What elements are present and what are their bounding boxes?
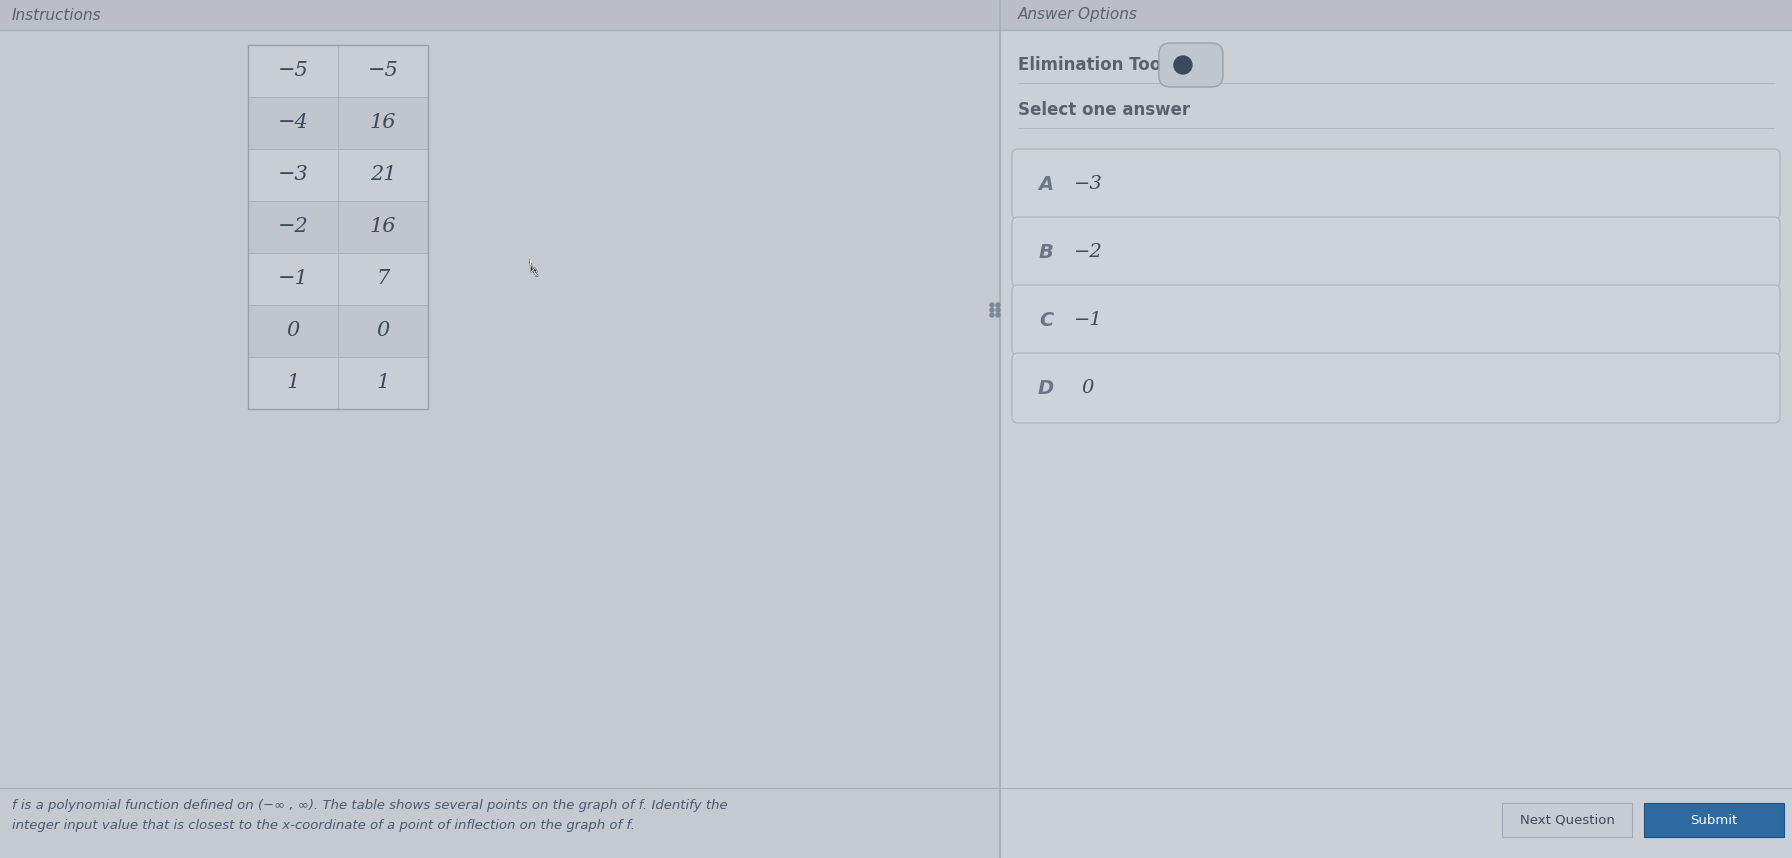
Text: −5: −5 <box>278 62 308 81</box>
Text: −5: −5 <box>367 62 398 81</box>
Bar <box>1000 0 1792 858</box>
Text: 16: 16 <box>369 113 396 132</box>
Text: Select one answer: Select one answer <box>1018 101 1190 119</box>
Text: 1: 1 <box>376 373 389 392</box>
Circle shape <box>996 313 1000 317</box>
Circle shape <box>989 303 995 307</box>
Text: integer input value that is closest to the x-coordinate of a point of inflection: integer input value that is closest to t… <box>13 819 634 832</box>
Text: −2: −2 <box>1073 243 1102 261</box>
Text: 7: 7 <box>376 269 389 288</box>
Bar <box>247 253 428 305</box>
Text: −1: −1 <box>278 269 308 288</box>
FancyBboxPatch shape <box>1012 217 1779 287</box>
Bar <box>247 357 428 409</box>
Bar <box>247 149 428 201</box>
Text: −1: −1 <box>1073 311 1102 329</box>
Text: 0: 0 <box>376 322 389 341</box>
FancyBboxPatch shape <box>1012 285 1779 355</box>
Circle shape <box>989 308 995 312</box>
Bar <box>1643 803 1785 837</box>
Bar <box>247 201 428 253</box>
Circle shape <box>989 313 995 317</box>
Text: −3: −3 <box>1073 175 1102 193</box>
Text: D: D <box>1038 378 1054 397</box>
Text: A: A <box>1038 174 1054 194</box>
Text: −3: −3 <box>278 166 308 184</box>
Bar <box>0 0 1000 858</box>
Bar <box>247 45 428 409</box>
FancyBboxPatch shape <box>1012 149 1779 219</box>
Text: 21: 21 <box>369 166 396 184</box>
Text: Submit: Submit <box>1690 813 1738 826</box>
Bar <box>247 97 428 149</box>
Text: f is a polynomial function defined on (−∞ , ∞). The table shows several points o: f is a polynomial function defined on (−… <box>13 800 728 813</box>
Bar <box>247 45 428 97</box>
Text: 0: 0 <box>1082 379 1095 397</box>
Text: C: C <box>1039 311 1054 329</box>
Text: Instructions: Instructions <box>13 8 102 22</box>
Circle shape <box>1174 56 1192 74</box>
Circle shape <box>996 303 1000 307</box>
Text: −4: −4 <box>278 113 308 132</box>
Text: −2: −2 <box>278 217 308 237</box>
Text: 1: 1 <box>287 373 299 392</box>
Bar <box>247 305 428 357</box>
FancyBboxPatch shape <box>1012 353 1779 423</box>
Text: Next Question: Next Question <box>1520 813 1615 826</box>
Circle shape <box>996 308 1000 312</box>
Text: Answer Options: Answer Options <box>1018 8 1138 22</box>
Polygon shape <box>530 258 538 276</box>
Bar <box>0 0 1792 30</box>
Text: 16: 16 <box>369 217 396 237</box>
FancyBboxPatch shape <box>1159 43 1222 87</box>
Text: 0: 0 <box>287 322 299 341</box>
Text: B: B <box>1039 243 1054 262</box>
Bar <box>1502 803 1633 837</box>
Text: Elimination Tool: Elimination Tool <box>1018 56 1167 74</box>
